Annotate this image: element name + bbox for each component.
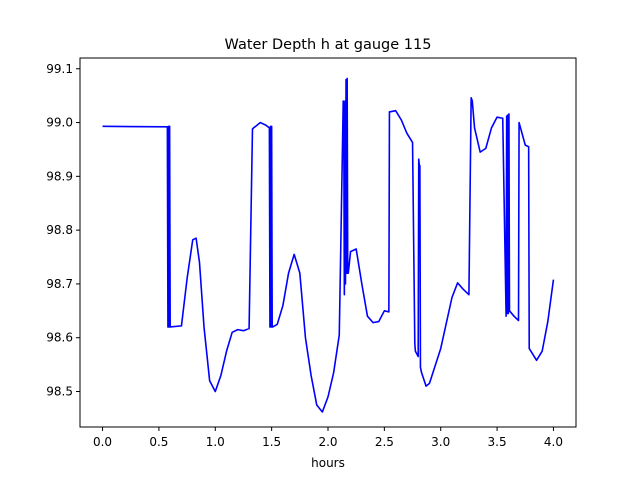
x-tick-label: 1.0	[206, 435, 225, 449]
chart-title: Water Depth h at gauge 115	[225, 37, 432, 53]
x-tick-label: 1.5	[262, 435, 281, 449]
x-tick-label: 0.5	[149, 435, 168, 449]
x-tick-label: 0.0	[93, 435, 112, 449]
y-tick-label: 99.0	[46, 116, 73, 130]
y-tick-label: 98.7	[46, 277, 73, 291]
x-tick-label: 4.0	[544, 435, 563, 449]
y-axis: 98.5 98.6 98.7 98.8 98.9 99.0 99.1	[46, 62, 80, 398]
x-axis: 0.0 0.5 1.0 1.5 2.0 2.5 3.0 3.5 4.0	[93, 427, 563, 449]
plot-area	[80, 58, 576, 427]
series-line	[102, 77, 555, 413]
x-axis-label: hours	[311, 456, 345, 470]
x-tick-label: 2.0	[318, 435, 337, 449]
y-tick-label: 98.5	[46, 384, 73, 398]
y-tick-label: 99.1	[46, 62, 73, 76]
y-tick-label: 98.8	[46, 223, 73, 237]
series-layer	[102, 77, 555, 413]
y-tick-label: 98.6	[46, 331, 73, 345]
y-tick-label: 98.9	[46, 169, 73, 183]
x-tick-label: 3.0	[431, 435, 450, 449]
x-tick-label: 3.5	[488, 435, 507, 449]
x-tick-label: 2.5	[375, 435, 394, 449]
